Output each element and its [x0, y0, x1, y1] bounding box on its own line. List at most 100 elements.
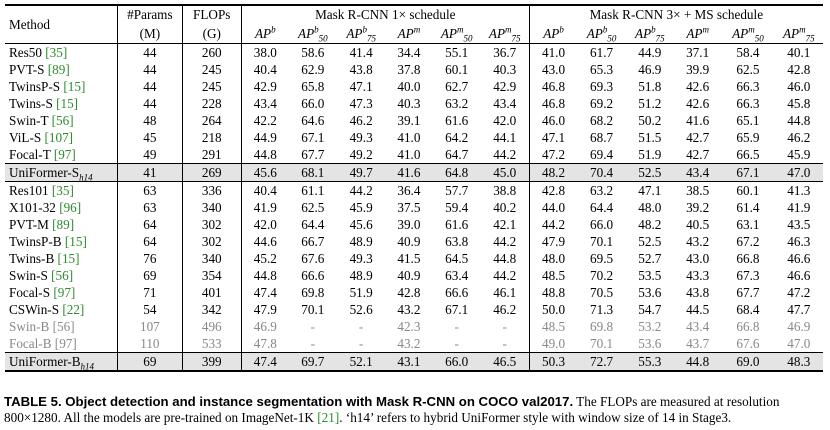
metric-label: APm — [398, 25, 421, 41]
value-cell: 39.9 — [686, 62, 710, 77]
value-cell: 52.5 — [638, 234, 662, 249]
method-cell: Twins-S [15] — [5, 95, 118, 112]
value-cell: 51.5 — [638, 130, 662, 145]
value-cell: 70.4 — [577, 163, 626, 182]
citation: [15] — [64, 234, 87, 249]
metric-superscript: m — [457, 24, 464, 35]
method-cell: ViL-S [107] — [5, 129, 118, 146]
value-cell: 45.9 — [787, 147, 811, 162]
value-cell: 70.2 — [590, 268, 614, 283]
value-cell: 41.9 — [787, 200, 811, 215]
value-cell: 48.0 — [638, 200, 662, 215]
metric-base: AP — [488, 26, 506, 41]
metric-superscript: b — [314, 24, 319, 35]
method-name: CSWin-S — [9, 302, 60, 317]
table-row: Focal-T [97] 49 291 44.8 67.7 49.2 41.0 64.7 44.… — [5, 146, 823, 164]
method-name: Swin-B — [9, 319, 50, 334]
value-cell: 51.8 — [638, 79, 662, 94]
value-cell: 41.5 — [397, 251, 421, 266]
table-body: Res50 [35] 44 260 38.0 58.6 41.4 34.4 55.1 36.7 4… — [5, 43, 823, 371]
method-cell: Res50 [35] — [5, 44, 118, 62]
value-cell: 55.3 — [625, 352, 674, 371]
value-cell: 61.6 — [445, 113, 469, 128]
method-name: TwinsP-B — [9, 234, 62, 249]
metric-label: APb — [255, 24, 276, 41]
value-cell: 54.7 — [638, 302, 662, 317]
metric-subscript: 75 — [511, 33, 521, 44]
value-cell: 41.0 — [397, 130, 421, 145]
value-cell: 46.5 — [480, 352, 530, 371]
flops-cell: 399 — [181, 352, 242, 371]
table-row: Swin-T [56] 48 264 42.2 64.6 46.2 39.1 61.6 42.0… — [5, 112, 823, 129]
flops-cell: 302 — [181, 216, 242, 233]
value-cell: 43.0 — [528, 61, 578, 78]
value-cell: 46.9 — [240, 318, 289, 335]
value-cell: 69.0 — [721, 352, 775, 371]
value-cell: 43.8 — [349, 62, 373, 77]
citation: [89] — [52, 217, 75, 232]
value-cell: 43.0 — [686, 251, 710, 266]
value-cell: 45.0 — [480, 163, 530, 182]
value-cell: - — [310, 319, 316, 334]
schedule-1x-header: Mask R-CNN 1× schedule — [240, 5, 530, 24]
metric-superscript: b — [651, 24, 656, 35]
value-cell: 58.6 — [301, 45, 325, 60]
metric-superscript: b — [271, 24, 276, 35]
flops-cell: 245 — [181, 78, 242, 95]
value-cell: 48.0 — [528, 250, 578, 267]
value-cell: 40.4 — [240, 61, 289, 78]
method-cell: UniFormer-Sh14 — [5, 163, 118, 182]
value-cell: 66.6 — [301, 268, 325, 283]
value-cell: 41.6 — [385, 163, 433, 182]
metric-header: APb75 — [337, 24, 385, 44]
value-cell: 44.8 — [240, 267, 289, 284]
value-cell: 60.1 — [445, 62, 469, 77]
metric-header: APm75 — [481, 24, 529, 44]
value-cell: - — [502, 319, 507, 334]
value-cell: 50.0 — [528, 301, 578, 318]
flops-cell: 260 — [181, 43, 242, 61]
flops-cell: 533 — [181, 335, 242, 353]
value-cell: 46.8 — [528, 78, 578, 95]
value-cell: 44.8 — [493, 251, 517, 266]
value-cell: 42.1 — [493, 217, 517, 232]
method-header: Method — [9, 16, 51, 32]
value-cell: 44.5 — [686, 302, 710, 317]
metric-header: APb50 — [289, 24, 337, 44]
value-cell: 46.2 — [787, 130, 811, 145]
metric-superscript: b — [362, 24, 367, 35]
value-cell: 46.9 — [638, 62, 662, 77]
value-cell: 67.6 — [301, 251, 325, 266]
value-cell: 46.6 — [787, 268, 811, 283]
value-cell: 64.6 — [301, 113, 325, 128]
value-cell: 48.5 — [528, 267, 578, 284]
method-name: Twins-B — [9, 251, 55, 266]
citation: [56] — [51, 113, 74, 128]
params-cell: 71 — [117, 284, 183, 301]
method-name: Focal-S — [9, 285, 51, 300]
value-cell: 69.8 — [301, 285, 325, 300]
value-cell: 64.4 — [590, 200, 614, 215]
value-cell: 66.0 — [590, 217, 614, 232]
value-cell: 44.0 — [528, 199, 578, 216]
value-cell: 38.8 — [493, 183, 517, 198]
metric-superscript: b — [559, 24, 564, 35]
value-cell: 52.7 — [638, 251, 662, 266]
value-cell: 47.9 — [240, 301, 289, 318]
value-cell: 64.8 — [432, 163, 481, 182]
metric-label: APm50 — [441, 24, 473, 43]
value-cell: 53.6 — [638, 336, 662, 351]
params-header: #Params — [117, 5, 183, 24]
value-cell: 42.7 — [686, 130, 710, 145]
metric-base: AP — [782, 26, 800, 41]
value-cell: 40.2 — [493, 200, 517, 215]
metric-label: APb75 — [635, 24, 665, 43]
citation: [107] — [44, 130, 74, 145]
value-cell: 47.7 — [787, 302, 811, 317]
value-cell: 45.9 — [349, 200, 373, 215]
value-cell: 69.8 — [590, 319, 614, 334]
value-cell: 42.8 — [528, 181, 578, 199]
params-cell: 44 — [117, 78, 183, 95]
metric-label: APm75 — [488, 25, 521, 44]
method-cell: UniFormer-Bh14 — [5, 352, 118, 371]
